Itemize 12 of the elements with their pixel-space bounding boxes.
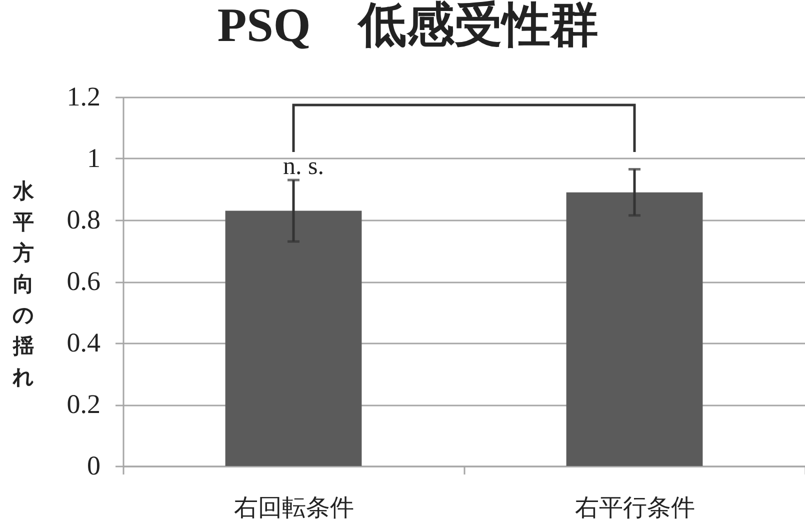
y-tick-label: 1 xyxy=(87,143,100,173)
y-tick-label: 0 xyxy=(87,450,100,480)
y-tick-label: 0.6 xyxy=(66,266,100,296)
y-tick-label: 0.2 xyxy=(66,389,100,419)
x-tick-label: 右回転条件 xyxy=(234,496,354,522)
chart-title: PSQ 低感受性群 xyxy=(217,0,599,52)
y-tick-label: 0.8 xyxy=(66,204,100,234)
x-tick-label: 右平行条件 xyxy=(575,496,695,522)
y-tick-label: 1.2 xyxy=(66,82,100,112)
annotation: n. s. xyxy=(283,153,324,180)
y-axis-title: 水平方向の揺れ xyxy=(12,179,35,389)
y-tick-label: 0.4 xyxy=(66,328,101,358)
